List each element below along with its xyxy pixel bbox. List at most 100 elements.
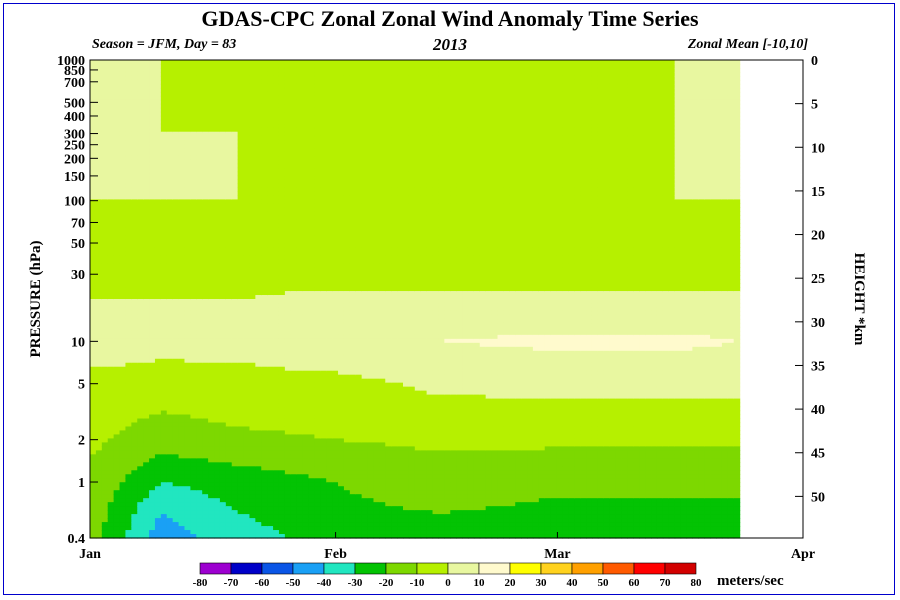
field-cell [243,111,251,117]
field-cell [196,227,203,232]
field-cell [160,426,168,432]
field-cell [308,442,316,447]
field-cell [160,418,168,424]
field-cell [308,63,316,69]
field-cell [154,422,162,428]
field-cell [131,522,138,527]
field-cell [172,362,180,368]
field-cell [160,67,168,73]
field-cell [107,450,115,455]
field-cell [284,402,292,408]
field-cell [332,187,339,193]
field-cell [308,267,316,272]
field-cell [119,534,127,539]
field-cell [261,302,268,308]
field-cell [119,79,127,85]
field-cell [184,498,191,503]
field-cell [208,179,215,185]
field-cell [119,330,127,336]
field-cell [255,243,262,248]
field-cell [314,207,321,212]
field-cell [290,426,298,432]
field-cell [261,406,268,412]
field-cell [326,255,333,260]
field-cell [95,135,103,141]
field-cell [237,530,245,535]
field-cell [278,406,286,412]
field-cell [290,151,298,157]
field-cell [326,207,333,212]
field-cell [113,406,121,412]
field-cell [154,418,162,424]
field-cell [231,295,239,300]
field-cell [225,159,233,165]
field-cell [296,370,304,376]
field-cell [184,143,191,149]
field-cell [261,318,268,324]
field-cell [326,310,333,316]
field-cell [273,514,280,519]
field-cell [190,151,197,157]
field-cell [326,211,333,216]
field-cell [243,534,251,539]
field-cell [202,139,209,145]
field-cell [214,534,221,539]
field-cell [143,71,150,77]
field-cell [308,259,316,264]
field-cell [172,366,180,372]
field-cell [149,470,156,475]
field-cell [302,255,310,260]
field-cell [107,434,115,440]
field-cell [219,167,227,173]
field-cell [172,370,180,376]
field-cell [160,159,168,165]
field-cell [208,295,215,300]
field-cell [149,255,156,260]
field-cell [107,271,115,276]
field-cell [249,362,256,368]
field-cell [101,211,109,216]
field-cell [261,418,268,424]
field-cell [255,251,262,256]
field-cell [273,235,280,240]
field-cell [237,438,245,443]
field-cell [278,302,286,308]
field-cell [320,382,327,388]
field-cell [243,127,251,133]
field-cell [278,314,286,320]
field-cell [320,314,327,320]
field-cell [202,131,209,137]
field-cell [107,494,115,499]
field-cell [166,434,174,440]
field-cell [320,358,327,364]
field-cell [184,350,191,356]
field-cell [326,115,333,121]
field-cell [267,283,274,288]
field-cell [231,267,239,272]
field-cell [196,151,203,157]
field-cell [290,342,298,348]
field-cell [208,342,215,348]
field-cell [119,426,127,432]
field-cell [302,299,310,304]
field-cell [113,450,121,455]
field-cell [154,71,162,77]
field-cell [320,530,327,535]
field-cell [101,462,109,467]
field-cell [196,167,203,173]
field-cell [107,231,115,236]
field-cell [261,354,268,360]
field-cell [314,494,321,499]
field-cell [296,458,304,463]
field-cell [160,147,168,153]
field-cell [125,518,132,523]
field-cell [273,219,280,224]
field-cell [107,374,115,380]
field-cell [131,207,138,212]
field-cell [332,127,339,133]
field-cell [314,434,321,440]
field-cell [231,119,239,125]
field-cell [278,255,286,260]
field-cell [261,398,268,404]
field-cell [166,127,174,133]
